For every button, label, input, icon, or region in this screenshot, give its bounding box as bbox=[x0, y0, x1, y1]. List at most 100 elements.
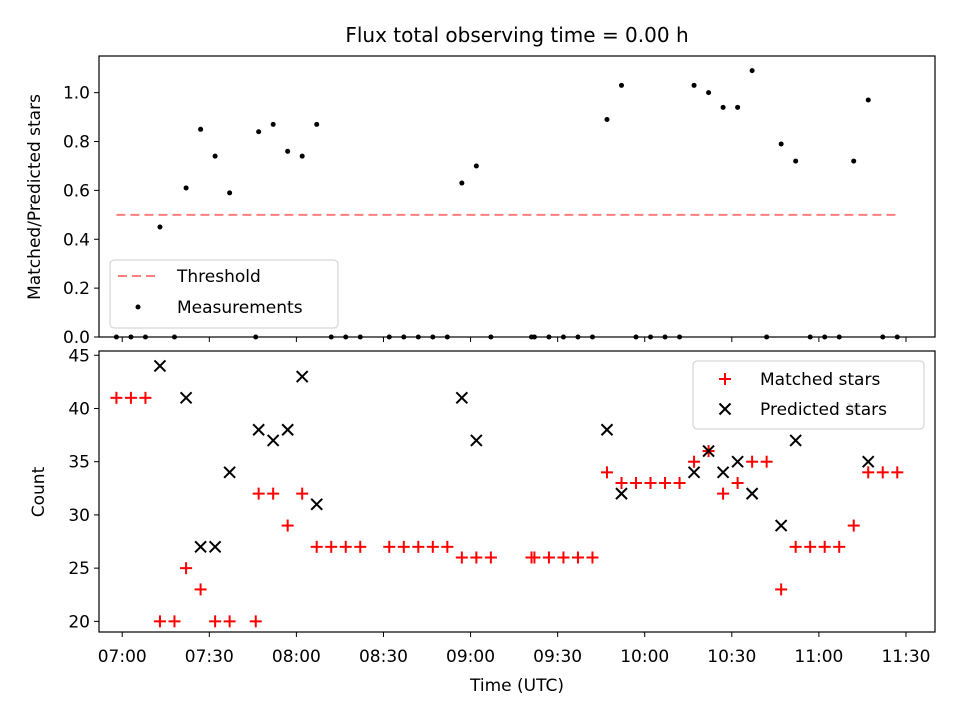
matched-star-point bbox=[484, 551, 497, 564]
predicted-star-point bbox=[862, 455, 875, 468]
matched-star-point bbox=[223, 615, 236, 628]
matched-star-point bbox=[252, 487, 265, 500]
predicted-star-point bbox=[600, 423, 614, 436]
predicted-star-point bbox=[266, 434, 280, 447]
matched-star-point bbox=[717, 487, 730, 500]
predicted-star-point bbox=[208, 540, 222, 554]
matched-star-point bbox=[354, 540, 367, 553]
top-x-axis bbox=[121, 337, 907, 342]
x-tick-label: 11:00 bbox=[794, 647, 843, 667]
bottom-y-axis-label: Count bbox=[29, 466, 49, 517]
predicted-star-point bbox=[731, 455, 744, 468]
matched-star-point bbox=[426, 540, 439, 553]
measurement-point bbox=[851, 158, 857, 164]
measurement-point bbox=[157, 224, 163, 230]
x-tick-label: 09:00 bbox=[446, 647, 495, 667]
matched-star-point bbox=[528, 551, 541, 564]
legend-predicted-label: Predicted stars bbox=[760, 400, 887, 420]
y-tick-label: 0.4 bbox=[63, 230, 90, 250]
measurement-point bbox=[720, 104, 726, 110]
x-tick-label: 08:00 bbox=[272, 647, 321, 667]
legend-measurements-marker bbox=[135, 304, 141, 310]
matched-star-point bbox=[615, 476, 628, 489]
matched-star-point bbox=[124, 391, 137, 404]
measurement-point bbox=[749, 68, 755, 74]
x-axis-label: Time (UTC) bbox=[469, 676, 564, 696]
top-axes-frame bbox=[98, 55, 936, 338]
bottom-y-axis: 20 25 30 35 40 45 bbox=[68, 346, 99, 632]
legend-predicted-marker bbox=[718, 402, 732, 416]
top-y-axis: 0.0 0.2 0.4 0.6 0.8 1.0 bbox=[63, 84, 99, 348]
predicted-star-point bbox=[745, 487, 759, 500]
measurement-point bbox=[314, 121, 320, 127]
predicted-star-point bbox=[687, 466, 701, 479]
legend-plus bbox=[719, 373, 731, 385]
legend-x bbox=[718, 402, 732, 416]
measurement-point bbox=[227, 190, 233, 196]
matched-star-point bbox=[876, 466, 889, 479]
measurement-point bbox=[270, 121, 276, 127]
bottom-axes-frame bbox=[98, 350, 936, 633]
y-tick-label: 35 bbox=[68, 453, 90, 473]
measurement-point bbox=[183, 185, 189, 191]
predicted-star-point bbox=[194, 540, 207, 554]
matched-star-point bbox=[833, 540, 846, 553]
y-tick-label: 0.6 bbox=[63, 181, 90, 201]
measurement-point bbox=[706, 90, 712, 96]
matched-star-point bbox=[659, 476, 672, 489]
matched-star-point bbox=[310, 540, 323, 553]
x-tick-label: 08:30 bbox=[359, 647, 408, 667]
matched-star-point bbox=[630, 476, 643, 489]
matched-star-point bbox=[412, 540, 425, 553]
matched-star-point bbox=[139, 391, 152, 404]
measurement-point bbox=[793, 158, 799, 164]
matched-star-point bbox=[441, 540, 454, 553]
bottom-legend-frame bbox=[692, 360, 925, 430]
measurement-point bbox=[198, 126, 204, 132]
measurement-point bbox=[619, 82, 624, 88]
predicted-star-point bbox=[281, 423, 294, 436]
predicted-star-point bbox=[252, 423, 265, 436]
measurement-point bbox=[735, 104, 741, 110]
x-tick-label: 10:30 bbox=[707, 647, 756, 667]
y-tick-label: 0.8 bbox=[63, 133, 90, 153]
matched-star-point bbox=[775, 583, 788, 596]
measurement-point bbox=[473, 163, 479, 169]
measurement-point bbox=[459, 180, 465, 186]
matched-star-point bbox=[249, 615, 262, 628]
top-y-axis-label: Matched/Predicted stars bbox=[25, 94, 45, 300]
measurement-point bbox=[778, 141, 784, 147]
y-tick-label: 45 bbox=[68, 346, 90, 366]
y-tick-label: 0.2 bbox=[63, 279, 90, 299]
matched-star-point bbox=[470, 551, 483, 564]
matched-star-point bbox=[847, 519, 860, 532]
matched-star-point bbox=[542, 551, 555, 564]
y-tick-label: 30 bbox=[68, 506, 90, 526]
matched-star-point bbox=[571, 551, 584, 564]
matched-star-point bbox=[383, 540, 396, 553]
matched-star-point bbox=[339, 540, 352, 553]
matched-star-point bbox=[688, 455, 701, 468]
predicted-star-point bbox=[716, 466, 730, 479]
matched-star-point bbox=[397, 540, 410, 553]
matched-star-point bbox=[267, 487, 280, 500]
matched-star-point bbox=[194, 583, 207, 596]
y-tick-label: 20 bbox=[68, 612, 90, 632]
predicted-star-point bbox=[153, 359, 167, 373]
measurement-point bbox=[299, 153, 305, 159]
bottom-panel: 20 25 30 35 40 45 07:00 07:30 08:00 08:30 09:00 09… bbox=[29, 346, 936, 696]
matched-star-point bbox=[862, 466, 875, 479]
matched-star-point bbox=[644, 476, 657, 489]
predicted-star-point bbox=[789, 434, 802, 447]
chart-title: Flux total observing time = 0.00 h bbox=[345, 23, 688, 47]
matched-star-point bbox=[731, 476, 744, 489]
matched-star-point bbox=[586, 551, 599, 564]
matched-star-point bbox=[455, 551, 468, 564]
matched-star-point bbox=[760, 455, 773, 468]
top-legend-frame bbox=[109, 259, 339, 329]
matched-star-point bbox=[746, 455, 759, 468]
top-panel: 0.0 0.2 0.4 0.6 0.8 1.0 Matched/Predicted sta… bbox=[25, 55, 936, 348]
matched-star-point bbox=[789, 540, 802, 553]
predicted-star-point bbox=[774, 519, 788, 532]
